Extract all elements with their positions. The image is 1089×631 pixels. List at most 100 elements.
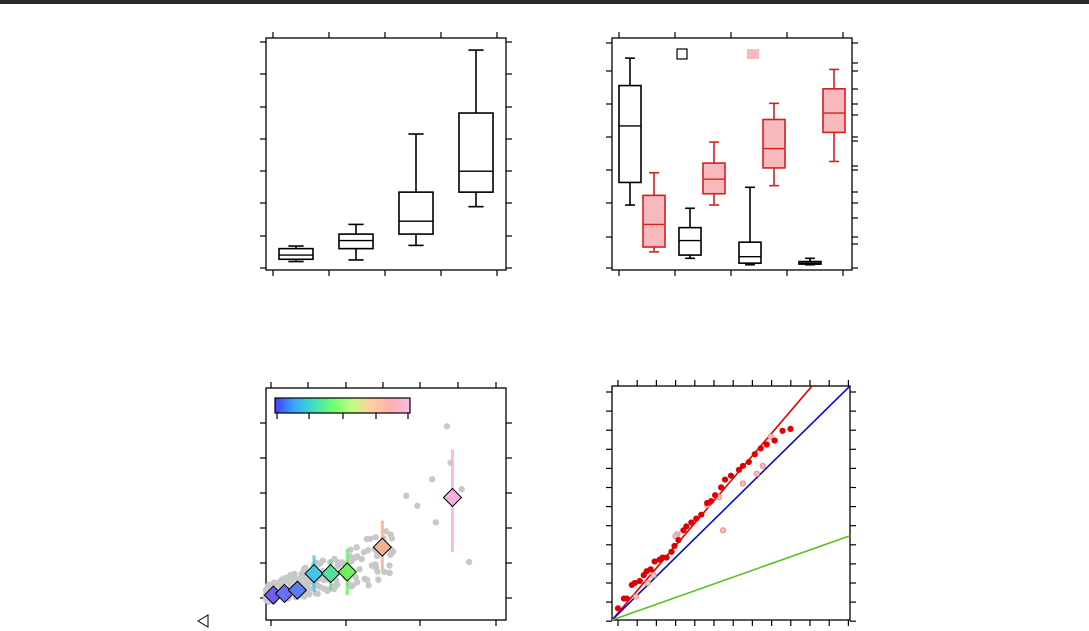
reference-line (612, 386, 850, 620)
data-point (631, 579, 638, 587)
data-point (717, 484, 725, 491)
data-point (671, 542, 678, 550)
data-point-light (719, 527, 727, 534)
data-point (349, 582, 356, 589)
data-point-light (767, 433, 774, 440)
reference-line (612, 386, 814, 620)
data-point (388, 535, 395, 542)
data-point (364, 547, 372, 554)
data-point (352, 554, 359, 562)
diamond-marker (287, 580, 308, 600)
data-point (465, 558, 473, 566)
data-point (745, 458, 752, 466)
data-point (668, 548, 675, 555)
plot-frame (265, 37, 507, 271)
diamond-marker (337, 562, 357, 582)
data-point (428, 476, 436, 483)
box-open-body (738, 241, 762, 264)
box-filled-body (822, 88, 846, 134)
plot-frame (265, 387, 507, 621)
data-point (386, 562, 393, 569)
scatter-panel-bottom-left (260, 382, 512, 626)
data-point (347, 546, 354, 553)
data-point (334, 560, 342, 567)
diamond-marker (442, 487, 463, 508)
box-body (278, 247, 314, 261)
scatter-panel-bottom-right (606, 380, 856, 626)
box-body (458, 112, 494, 193)
data-point (708, 497, 715, 505)
window-top-bar (0, 0, 1089, 4)
data-point (647, 566, 654, 573)
box-open-body (618, 84, 642, 184)
data-point (636, 577, 643, 585)
data-point-light (650, 572, 657, 579)
plot-area (612, 386, 850, 620)
data-point (320, 585, 328, 592)
data-point (712, 492, 719, 499)
data-point (387, 551, 394, 558)
diamond-marker (320, 563, 341, 584)
data-point (614, 605, 622, 612)
data-point (651, 558, 658, 565)
data-point (787, 425, 794, 432)
data-point (735, 466, 743, 473)
data-point (333, 581, 341, 589)
data-point (727, 472, 735, 479)
data-point (375, 576, 382, 583)
boxplot-panel-top-left (260, 32, 512, 276)
data-point (771, 437, 778, 444)
box-filled-body (762, 118, 786, 169)
plot-frame (611, 385, 851, 621)
data-point (698, 511, 705, 518)
box-filled-body (702, 162, 726, 195)
data-point (386, 569, 393, 577)
data-point (365, 582, 372, 589)
data-point (763, 441, 770, 448)
data-point (683, 523, 690, 530)
data-point (693, 515, 700, 522)
data-point (316, 560, 324, 567)
misc-marks (197, 614, 209, 628)
data-point (383, 528, 390, 535)
data-point-light (644, 579, 651, 587)
reference-line (612, 534, 850, 620)
box-open-body (678, 226, 702, 256)
data-point (751, 451, 758, 458)
data-point (287, 580, 294, 587)
data-point (663, 554, 670, 561)
data-point (354, 579, 361, 586)
box-body (398, 191, 434, 235)
data-point (372, 534, 379, 541)
data-point (688, 519, 695, 526)
data-point (352, 574, 359, 581)
diamond-marker (372, 537, 393, 557)
data-point (739, 462, 747, 470)
filled-pink-square-icon (747, 49, 759, 59)
left-triangle-icon (197, 614, 209, 628)
data-point-light (739, 480, 747, 487)
data-point (458, 486, 465, 493)
box-body (338, 233, 374, 250)
data-point (353, 544, 360, 551)
open-square-icon (676, 48, 688, 60)
data-point (368, 562, 376, 569)
data-point-light (759, 462, 766, 470)
data-point (403, 492, 410, 500)
data-point (363, 535, 371, 543)
plot-frame (611, 37, 853, 271)
data-point (623, 595, 630, 602)
diamond-marker (304, 563, 324, 584)
colorbar (274, 397, 411, 414)
data-point (675, 536, 682, 544)
data-point (373, 552, 381, 560)
box-filled-body (642, 194, 666, 248)
data-point (356, 565, 363, 573)
data-point-light (753, 470, 760, 477)
data-point (414, 502, 421, 509)
data-point (297, 574, 304, 582)
data-point (291, 574, 298, 582)
data-point (381, 568, 388, 576)
data-point-light (632, 593, 639, 600)
